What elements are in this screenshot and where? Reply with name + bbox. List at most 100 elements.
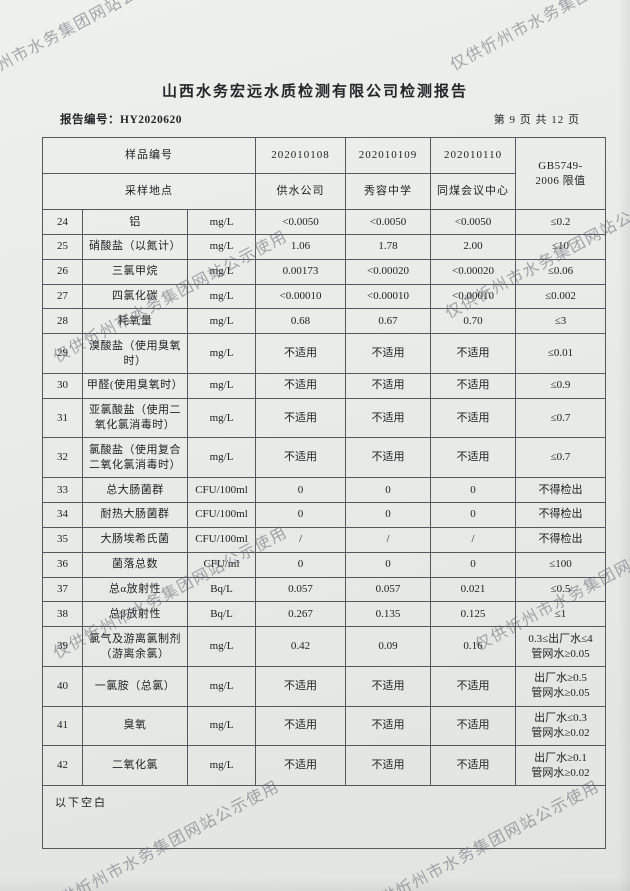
parameter-name: 耗氧量 bbox=[82, 308, 188, 335]
result-sample-1: 0.68 bbox=[255, 308, 347, 335]
sample-id-3: 202010110 bbox=[430, 137, 517, 174]
parameter-name: 甲醛(使用臭氧时） bbox=[82, 372, 188, 399]
result-sample-3: 0.021 bbox=[430, 576, 517, 603]
result-sample-3: 0 bbox=[430, 501, 517, 528]
table-row: 30 甲醛(使用臭氧时） mg/L 不适用 不适用 不适用 ≤0.9 bbox=[42, 372, 607, 399]
limit-value: 不得检出 bbox=[515, 501, 607, 528]
parameter-unit: CFU/100ml bbox=[186, 526, 257, 553]
watermark-text: 仅供忻州市水务集团网站公示使用 bbox=[447, 0, 630, 75]
result-sample-2: 不适用 bbox=[345, 372, 432, 399]
result-sample-1: 0 bbox=[255, 477, 347, 503]
limit-value: ≤0.5 bbox=[515, 576, 607, 603]
parameter-unit: mg/L bbox=[186, 209, 257, 235]
result-sample-2: / bbox=[345, 526, 432, 553]
table-row: 37 总α放射性 Bq/L 0.057 0.057 0.021 ≤0.5 bbox=[42, 576, 607, 603]
row-number: 35 bbox=[42, 526, 83, 553]
result-sample-3: 0.70 bbox=[430, 308, 517, 335]
row-number: 41 bbox=[42, 705, 83, 747]
parameter-name: 三氯甲烷 bbox=[82, 258, 188, 285]
result-sample-2: 0.057 bbox=[345, 576, 432, 603]
table-row: 41 臭氧 mg/L 不适用 不适用 不适用 出厂水≤0.3 管网水≥0.02 bbox=[42, 705, 607, 747]
parameter-unit: mg/L bbox=[186, 333, 257, 374]
row-number: 24 bbox=[42, 209, 83, 235]
row-number: 40 bbox=[42, 665, 83, 707]
table-row: 24 铝 mg/L <0.0050 <0.0050 <0.0050 ≤0.2 bbox=[42, 209, 607, 235]
report-meta: 报告编号：HY2020620 第 9 页 共 12 页 bbox=[60, 111, 580, 127]
table-row: 39 氯气及游离氯制剂 （游离余氯） mg/L 0.42 0.09 0.16 0.3≤出厂水… bbox=[42, 626, 607, 667]
result-sample-3: 0.125 bbox=[430, 601, 517, 628]
limit-value: 出厂水≥0.1 管网水≥0.02 bbox=[515, 745, 607, 786]
result-sample-1: 不适用 bbox=[255, 665, 347, 707]
result-sample-2: <0.0050 bbox=[345, 209, 432, 235]
parameter-unit: Bq/L bbox=[186, 601, 257, 628]
limit-value: ≤0.2 bbox=[515, 209, 607, 235]
result-sample-3: 0 bbox=[430, 477, 517, 503]
blank-below-note: 以下空白 bbox=[41, 784, 607, 849]
result-sample-2: 不适用 bbox=[345, 745, 432, 786]
table-row: 28 耗氧量 mg/L 0.68 0.67 0.70 ≤3 bbox=[42, 308, 607, 335]
result-sample-3: 0 bbox=[430, 551, 517, 578]
result-sample-3: <0.0050 bbox=[430, 209, 517, 235]
location-1: 供水公司 bbox=[255, 173, 347, 210]
limit-value: ≤0.7 bbox=[515, 397, 607, 439]
page-indicator: 第 9 页 共 12 页 bbox=[493, 114, 580, 126]
result-sample-1: 1.06 bbox=[255, 233, 347, 260]
result-sample-3: <0.00010 bbox=[430, 283, 517, 310]
result-sample-2: 1.78 bbox=[345, 233, 432, 260]
result-sample-2: 不适用 bbox=[345, 665, 432, 707]
parameter-name: 一氯胺（总氯） bbox=[82, 665, 188, 707]
sample-id-label: 样品编号 bbox=[41, 137, 257, 174]
result-sample-2: 0.135 bbox=[345, 601, 432, 628]
table-row: 36 菌落总数 CFU/ml 0 0 0 ≤100 bbox=[42, 551, 607, 578]
result-sample-1: 0.42 bbox=[255, 626, 347, 667]
limit-value: ≤100 bbox=[515, 551, 607, 578]
row-number: 28 bbox=[42, 308, 83, 335]
result-sample-3: 不适用 bbox=[430, 333, 517, 374]
result-sample-3: 不适用 bbox=[430, 705, 517, 747]
parameter-name: 四氯化碳 bbox=[82, 283, 188, 310]
limit-value: ≤3 bbox=[515, 308, 607, 335]
row-number: 37 bbox=[42, 576, 83, 603]
parameter-unit: CFU/100ml bbox=[186, 477, 257, 503]
row-number: 31 bbox=[42, 397, 83, 439]
result-sample-3: 2.00 bbox=[430, 233, 517, 260]
limit-value: ≤0.06 bbox=[515, 258, 607, 285]
result-sample-1: 0.267 bbox=[255, 601, 347, 628]
page-title: 山西水务宏远水质检测有限公司检测报告 bbox=[161, 83, 468, 100]
result-sample-1: <0.00010 bbox=[255, 283, 347, 310]
table-row: 33 总大肠菌群 CFU/100ml 0 0 0 不得检出 bbox=[42, 477, 607, 503]
result-sample-1: 不适用 bbox=[255, 437, 347, 479]
result-sample-3: 不适用 bbox=[430, 745, 517, 786]
result-sample-2: <0.00020 bbox=[345, 258, 432, 285]
result-sample-2: 不适用 bbox=[345, 397, 432, 439]
limit-value: 0.3≤出厂水≤4 管网水≥0.05 bbox=[515, 626, 607, 667]
result-sample-2: 不适用 bbox=[345, 705, 432, 747]
result-sample-2: 0.09 bbox=[345, 626, 432, 667]
parameter-name: 氯酸盐（使用复合 二氧化氯消毒时） bbox=[82, 437, 188, 479]
location-3: 同煤会议中心 bbox=[430, 173, 517, 210]
parameter-name: 铝 bbox=[82, 209, 188, 235]
location-label: 采样地点 bbox=[41, 173, 257, 210]
result-sample-2: <0.00010 bbox=[345, 283, 432, 310]
limit-value: ≤10 bbox=[515, 233, 607, 260]
parameter-name: 二氧化氯 bbox=[82, 745, 188, 786]
parameter-name: 大肠埃希氏菌 bbox=[82, 526, 188, 553]
row-number: 32 bbox=[42, 437, 83, 479]
parameter-name: 总β放射性 bbox=[82, 601, 188, 628]
location-2: 秀容中学 bbox=[345, 173, 432, 210]
result-sample-1: 不适用 bbox=[255, 705, 347, 747]
limit-value: 出厂水≥0.5 管网水≥0.05 bbox=[515, 665, 607, 707]
result-sample-1: / bbox=[255, 526, 347, 553]
result-sample-1: 不适用 bbox=[255, 372, 347, 399]
table-row: 29 溴酸盐（使用臭氧 时） mg/L 不适用 不适用 不适用 ≤0.01 bbox=[42, 333, 607, 374]
result-sample-1: 不适用 bbox=[255, 397, 347, 439]
result-sample-3: <0.00020 bbox=[430, 258, 517, 285]
table-row: 42 二氧化氯 mg/L 不适用 不适用 不适用 出厂水≥0.1 管网水≥0.02 bbox=[42, 745, 607, 786]
result-sample-1: 0.057 bbox=[255, 576, 347, 603]
row-number: 38 bbox=[42, 601, 83, 628]
table-row: 26 三氯甲烷 mg/L 0.00173 <0.00020 <0.00020 ≤0.06 bbox=[42, 258, 607, 285]
table-row: 27 四氯化碳 mg/L <0.00010 <0.00010 <0.00010 ≤0.002 bbox=[42, 283, 607, 310]
parameter-unit: mg/L bbox=[186, 705, 257, 747]
row-number: 29 bbox=[42, 333, 83, 374]
row-number: 30 bbox=[42, 372, 83, 399]
